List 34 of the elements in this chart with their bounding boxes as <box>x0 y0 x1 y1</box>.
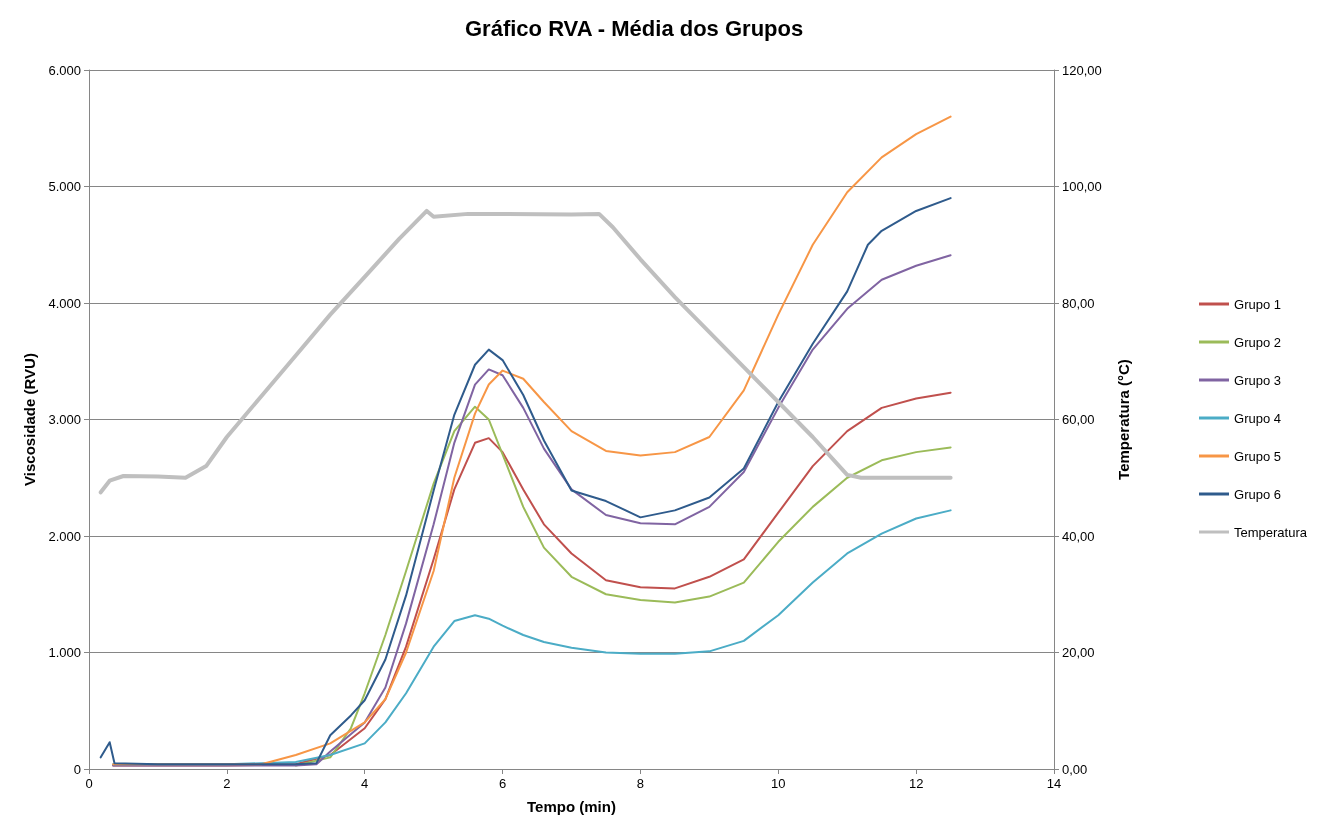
y-tick-label: 6.000 <box>48 62 81 78</box>
legend-label: Grupo 6 <box>1234 486 1282 502</box>
legend-label: Grupo 2 <box>1234 334 1282 350</box>
y2-tick-label: 120,00 <box>1062 62 1102 78</box>
chart-title: Gráfico RVA - Média dos Grupos <box>465 15 804 41</box>
legend-label: Grupo 3 <box>1234 372 1282 388</box>
y-tick-label: 0 <box>73 761 81 777</box>
y2-tick-label: 60,00 <box>1062 412 1095 427</box>
x-tick-label: 6 <box>498 776 507 791</box>
y-tick-label: 2.000 <box>48 528 81 544</box>
y2-tick-label: 0,00 <box>1062 761 1088 777</box>
y-tick-label: 4.000 <box>48 295 81 311</box>
x-axis-title: Tempo (min) <box>527 798 616 815</box>
y2-axis-title: Temperatura (°C) <box>1115 359 1132 480</box>
y2-tick-label: 20,00 <box>1062 645 1095 660</box>
x-tick-label: 8 <box>636 776 645 791</box>
y2-tick-label: 80,00 <box>1062 295 1095 311</box>
x-tick-label: 12 <box>908 776 924 791</box>
y-axis-title: Viscosidade (RVU) <box>21 353 38 486</box>
y2-tick-label: 100,00 <box>1062 179 1102 194</box>
legend-label: Temperatura <box>1234 524 1308 540</box>
legend-label: Grupo 1 <box>1234 296 1282 312</box>
line-series <box>98 208 953 495</box>
x-tick-label: 14 <box>1046 776 1062 791</box>
x-tick-label: 4 <box>361 776 369 791</box>
y-tick-label: 5.000 <box>48 179 81 194</box>
x-tick-label: 2 <box>223 776 231 791</box>
y2-tick-label: 40,00 <box>1062 528 1095 544</box>
legend-label: Grupo 4 <box>1234 410 1282 426</box>
y-tick-label: 3.000 <box>48 412 81 427</box>
x-tick-label: 10 <box>771 776 786 791</box>
y-tick-label: 1.000 <box>48 645 81 660</box>
legend-label: Grupo 5 <box>1234 448 1282 464</box>
x-tick-label: 0 <box>85 776 93 791</box>
